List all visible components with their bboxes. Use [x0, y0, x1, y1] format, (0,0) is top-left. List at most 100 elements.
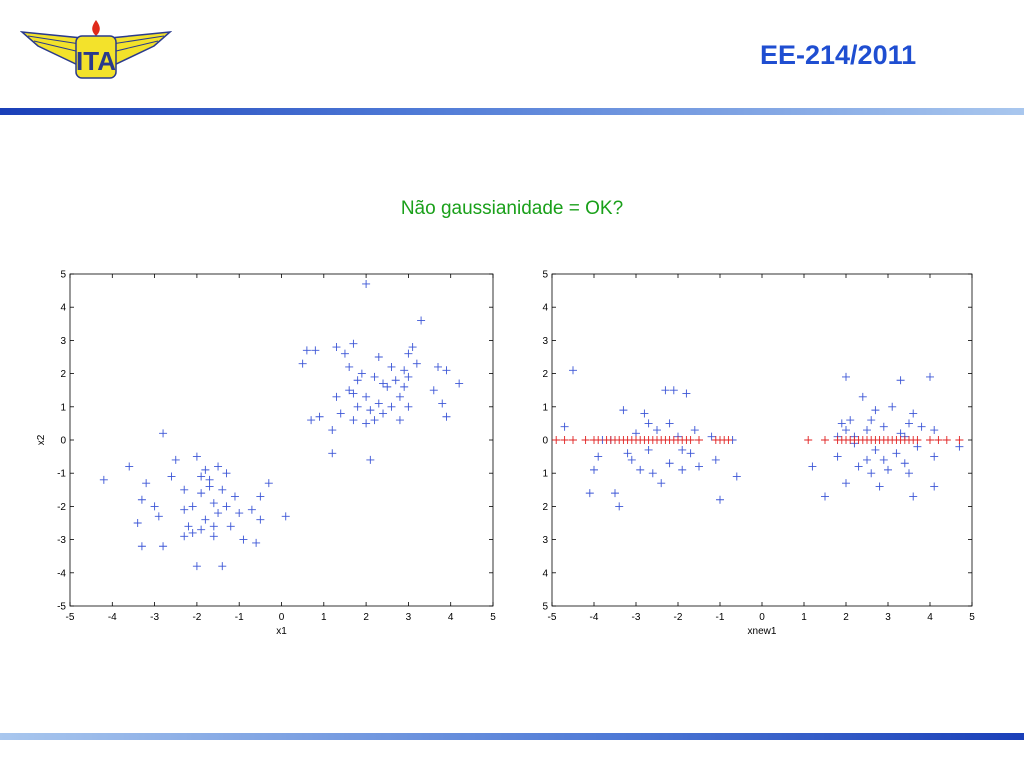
x-tick-label: -1 [716, 612, 725, 623]
y-tick-label: 4 [60, 303, 66, 314]
logo-text: ITA [76, 46, 116, 76]
scatter-point [808, 462, 817, 471]
scatter-point [353, 376, 362, 385]
scatter-point [192, 562, 201, 571]
y-tick-label: 5 [542, 270, 548, 281]
y-tick-label: -1 [57, 469, 66, 480]
scatter-point [180, 485, 189, 494]
header-divider-bar [0, 108, 1024, 115]
scatter-point [256, 492, 265, 501]
scatter-point [438, 399, 447, 408]
scatter-point [125, 462, 134, 471]
scatter-point [328, 449, 337, 458]
scatter-series-1 [99, 279, 464, 571]
scatter-point [716, 495, 724, 504]
scatter-point [379, 409, 388, 418]
scatter-point [627, 455, 636, 464]
scatter-point [892, 449, 901, 458]
x-tick-label: 5 [969, 612, 975, 623]
scatter-point [955, 436, 964, 444]
scatter-point [188, 528, 197, 537]
x-tick-label: -3 [150, 612, 159, 623]
scatter-point [142, 479, 151, 488]
y-tick-label: 1 [542, 402, 548, 413]
scatter-point [879, 455, 888, 464]
scatter-point [644, 445, 653, 454]
x-tick-label: 3 [406, 612, 412, 623]
x-tick-label: 4 [448, 612, 454, 623]
scatter-point [900, 459, 909, 468]
scatter-point [374, 353, 383, 361]
scatter-point [150, 502, 159, 511]
scatter-point [590, 465, 598, 474]
scatter-point [349, 416, 358, 425]
scatter-point [315, 412, 324, 421]
scatter-point [328, 426, 337, 435]
scatter-point [707, 432, 716, 441]
scatter-point [159, 429, 168, 438]
scatter-point [362, 279, 371, 288]
scatter-point [395, 416, 404, 425]
y-tick-label: 0 [542, 436, 548, 447]
ita-logo: ITA [20, 20, 172, 79]
y-axis-label: x2 [36, 434, 47, 445]
scatter-point [930, 452, 939, 461]
scatter-point [665, 419, 674, 428]
scatter-point [311, 346, 320, 355]
scatter-point [379, 379, 388, 388]
scatter-point [842, 372, 850, 381]
scatter-point [690, 426, 699, 435]
scatter-point [264, 479, 273, 488]
scatter-point [180, 505, 189, 514]
scatter-point [197, 472, 206, 481]
x-tick-label: 2 [363, 612, 369, 623]
scatter-point [159, 542, 168, 551]
x-tick-label: 4 [927, 612, 933, 623]
scatter-point [197, 489, 206, 498]
scatter-point [858, 392, 867, 401]
scatter-point [615, 502, 624, 511]
scatter-series-2 [552, 436, 964, 444]
scatter-point [307, 416, 316, 425]
scatter-point [252, 538, 261, 547]
scatter-point [235, 509, 244, 518]
y-tick-label: 1 [60, 402, 66, 413]
y-tick-label: -5 [57, 602, 66, 613]
y-tick-label: 5 [542, 602, 548, 613]
scatter-point [665, 459, 674, 468]
plot-frame [69, 273, 494, 607]
scatter-point [404, 372, 413, 381]
y-tick-label: 4 [542, 568, 548, 579]
scatter-point [442, 412, 451, 421]
scatter-point [298, 359, 307, 368]
scatter-point [833, 452, 842, 461]
scatter-point [336, 409, 345, 418]
scatter-point [648, 469, 657, 478]
scatter-point [226, 522, 235, 531]
scatter-point [619, 406, 628, 415]
scatter-point [678, 445, 687, 454]
scatter-point [302, 346, 311, 355]
scatter-point [387, 362, 396, 371]
scatter-point [552, 436, 561, 444]
scatter-point [875, 482, 884, 491]
x-tick-label: -4 [590, 612, 599, 623]
scatter-point [695, 436, 703, 444]
scatter-point [201, 515, 210, 524]
x-tick-label: 2 [843, 612, 849, 623]
scatter-point [209, 522, 218, 531]
scatter-point [837, 419, 846, 428]
scatter-point [345, 362, 354, 371]
y-tick-label: -4 [57, 568, 66, 579]
y-tick-label: 3 [60, 336, 66, 347]
scatter-point [569, 366, 577, 375]
scatter-point [905, 469, 913, 478]
scatter-point [863, 426, 871, 435]
x-tick-label: 3 [885, 612, 891, 623]
scatter-point [366, 455, 375, 464]
scatter-point [611, 489, 619, 498]
scatter-point [640, 409, 649, 418]
scatter-plot-x1-x2: -5 -4 -3 -2 -1 0 1 2 3 4 5 5 4 3 2 1 0 -1 -2 -3 -4 -5 x1 x2 [36, 270, 496, 638]
scatter-point [594, 452, 603, 461]
y-tick-label: 2 [542, 502, 548, 513]
